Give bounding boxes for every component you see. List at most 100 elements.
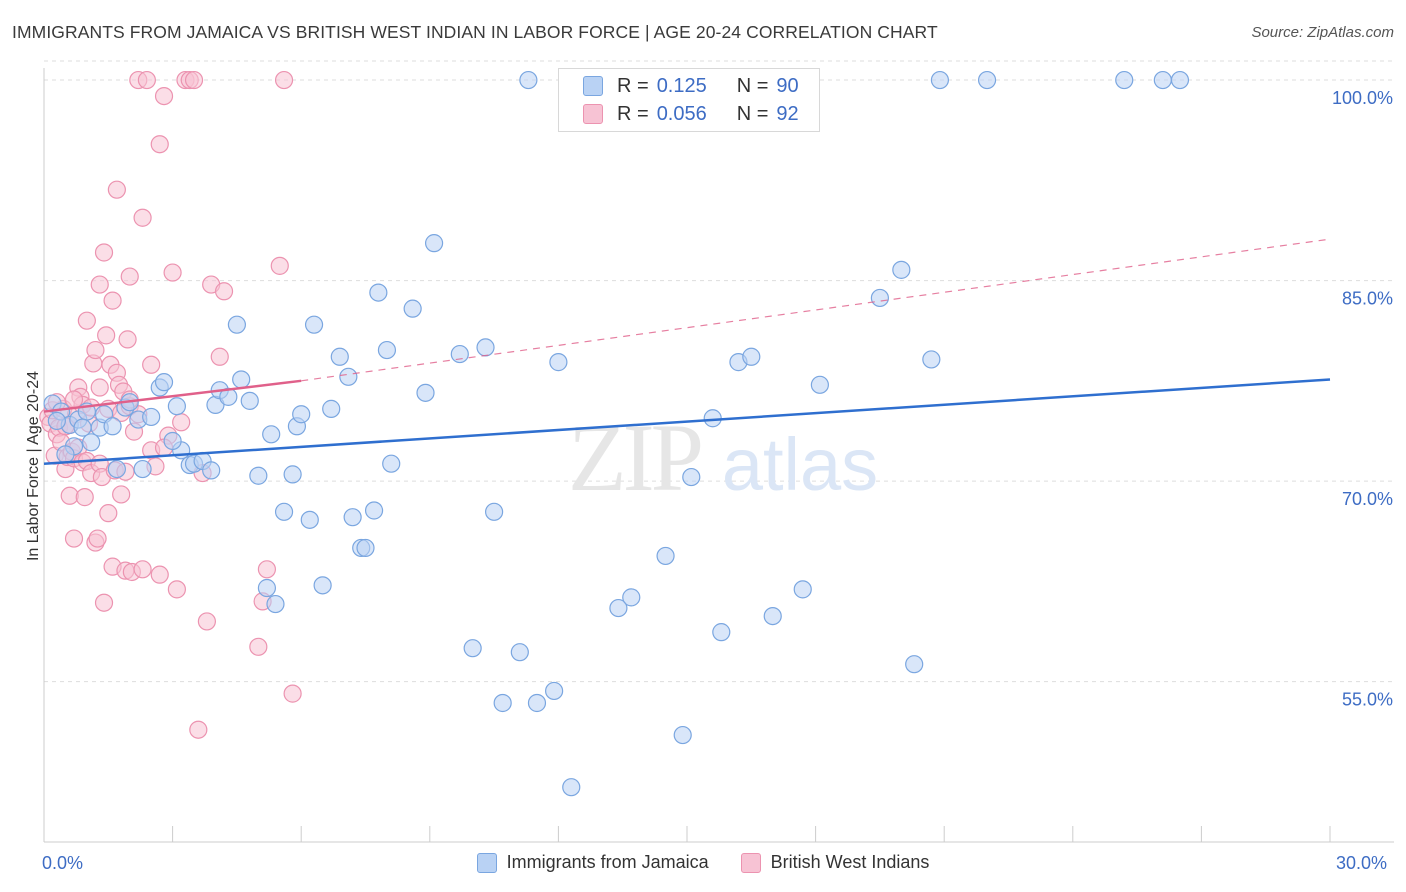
jamaica-point: [510, 643, 529, 662]
jamaica-point: [416, 383, 435, 402]
jamaica-point: [892, 260, 911, 279]
jamaica-point: [403, 299, 422, 318]
bwi-point: [270, 256, 289, 275]
bwi-point: [137, 70, 156, 90]
grid-lines: [44, 60, 1394, 683]
jamaica-point: [377, 340, 397, 360]
series-legend-jamaica: Immigrants from Jamaica: [476, 852, 709, 873]
jamaica-point: [313, 576, 332, 595]
bwi-trend-extension: [301, 238, 1331, 382]
legend-r-value: 0.125: [656, 74, 707, 97]
legend-r-label: R =: [617, 74, 649, 97]
bwi-point: [150, 565, 169, 584]
source-credit: Source: ZipAtlas.com: [1251, 24, 1394, 41]
jamaica-point: [232, 370, 251, 389]
jamaica-point: [322, 399, 341, 418]
bwi-trend-line: [43, 379, 302, 413]
jamaica-point: [73, 418, 92, 437]
legend-row-bwi: R = 0.056 N = 92: [583, 101, 799, 127]
bwi-point: [184, 70, 204, 90]
jamaica-point: [905, 655, 924, 674]
bwi-point: [90, 378, 109, 397]
jamaica-point: [202, 461, 221, 480]
legend-n-label: N =: [736, 74, 769, 97]
jamaica-point: [240, 391, 259, 410]
jamaica-point: [527, 693, 547, 713]
jamaica-point: [56, 445, 75, 464]
jamaica-point: [562, 778, 581, 797]
bwi-point: [249, 637, 268, 656]
jamaica-point: [107, 459, 126, 479]
bwi-point: [133, 208, 152, 227]
jamaica-point: [810, 375, 829, 394]
jamaica-point: [673, 725, 692, 745]
legend-r-value: 0.056: [656, 102, 707, 125]
jamaica-point: [463, 639, 482, 658]
jamaica-point: [249, 466, 268, 485]
bwi-point: [172, 413, 191, 432]
y-tick-label: 100.0%: [1332, 88, 1393, 108]
bwi-point: [120, 267, 139, 286]
jamaica-point: [485, 502, 504, 521]
legend-n-value: 92: [776, 102, 799, 125]
x-tick-label-max: 30.0%: [1336, 853, 1388, 873]
bwi-point: [107, 180, 126, 199]
bwi-point: [88, 529, 107, 548]
jamaica-point: [283, 465, 302, 484]
bwi-point: [257, 560, 277, 579]
jamaica-point: [262, 425, 281, 444]
y-tick-label: 85.0%: [1342, 289, 1393, 309]
bwi-point: [99, 504, 118, 523]
jamaica-point: [304, 315, 324, 334]
x-tick-label-min: 0.0%: [42, 853, 84, 873]
bwi-point: [103, 291, 122, 310]
series-legend: Immigrants from Jamaica British West Ind…: [0, 852, 1406, 873]
jamaica-point: [227, 315, 246, 334]
jamaica-point: [1153, 70, 1172, 90]
bwi-point: [142, 355, 161, 374]
jamaica-point: [424, 234, 444, 253]
chart-title: IMMIGRANTS FROM JAMAICA VS BRITISH WEST …: [12, 22, 938, 42]
jamaica-point: [47, 411, 66, 431]
jamaica-point: [167, 397, 186, 416]
jamaica-point: [656, 546, 675, 566]
jamaica-point: [549, 353, 568, 372]
jamaica-point: [712, 623, 731, 642]
jamaica-point: [82, 433, 101, 452]
correlation-legend: R = 0.125 N = 90 R = 0.056 N = 92: [558, 68, 820, 132]
bwi-point: [154, 86, 174, 106]
jamaica-trend-line: [43, 378, 1331, 465]
bwi-point: [94, 593, 114, 612]
series-swatch-jamaica: [476, 852, 497, 873]
y-tick-label: 55.0%: [1342, 690, 1393, 710]
jamaica-point: [977, 70, 997, 90]
jamaica-point: [103, 417, 122, 436]
bwi-point: [64, 529, 84, 548]
jamaica-point: [450, 344, 469, 364]
bwi-point: [64, 390, 84, 409]
bwi-point: [197, 612, 216, 631]
bwi-point: [75, 488, 94, 507]
jamaica-point: [622, 588, 641, 607]
bwi-point: [150, 135, 169, 154]
bwi-point: [167, 580, 186, 599]
jamaica-point: [364, 501, 384, 520]
legend-n-label: N =: [736, 102, 769, 125]
jamaica-point: [742, 347, 761, 366]
jamaica-point: [930, 70, 950, 90]
jamaica-point: [300, 510, 319, 529]
legend-swatch-jamaica: [583, 76, 603, 96]
bwi-point: [112, 485, 131, 504]
jamaica-point: [369, 283, 388, 302]
axes: [43, 68, 1394, 843]
legend-r-label: R =: [617, 102, 649, 125]
legend-swatch-bwi: [583, 104, 603, 124]
jamaica-point: [382, 454, 401, 473]
jamaica-point: [493, 693, 512, 713]
series-legend-bwi: British West Indians: [740, 852, 929, 873]
series-name-jamaica: Immigrants from Jamaica: [506, 852, 709, 872]
legend-row-jamaica: R = 0.125 N = 90: [583, 73, 799, 99]
jamaica-point: [154, 373, 174, 392]
legend-n-value: 90: [776, 74, 799, 97]
